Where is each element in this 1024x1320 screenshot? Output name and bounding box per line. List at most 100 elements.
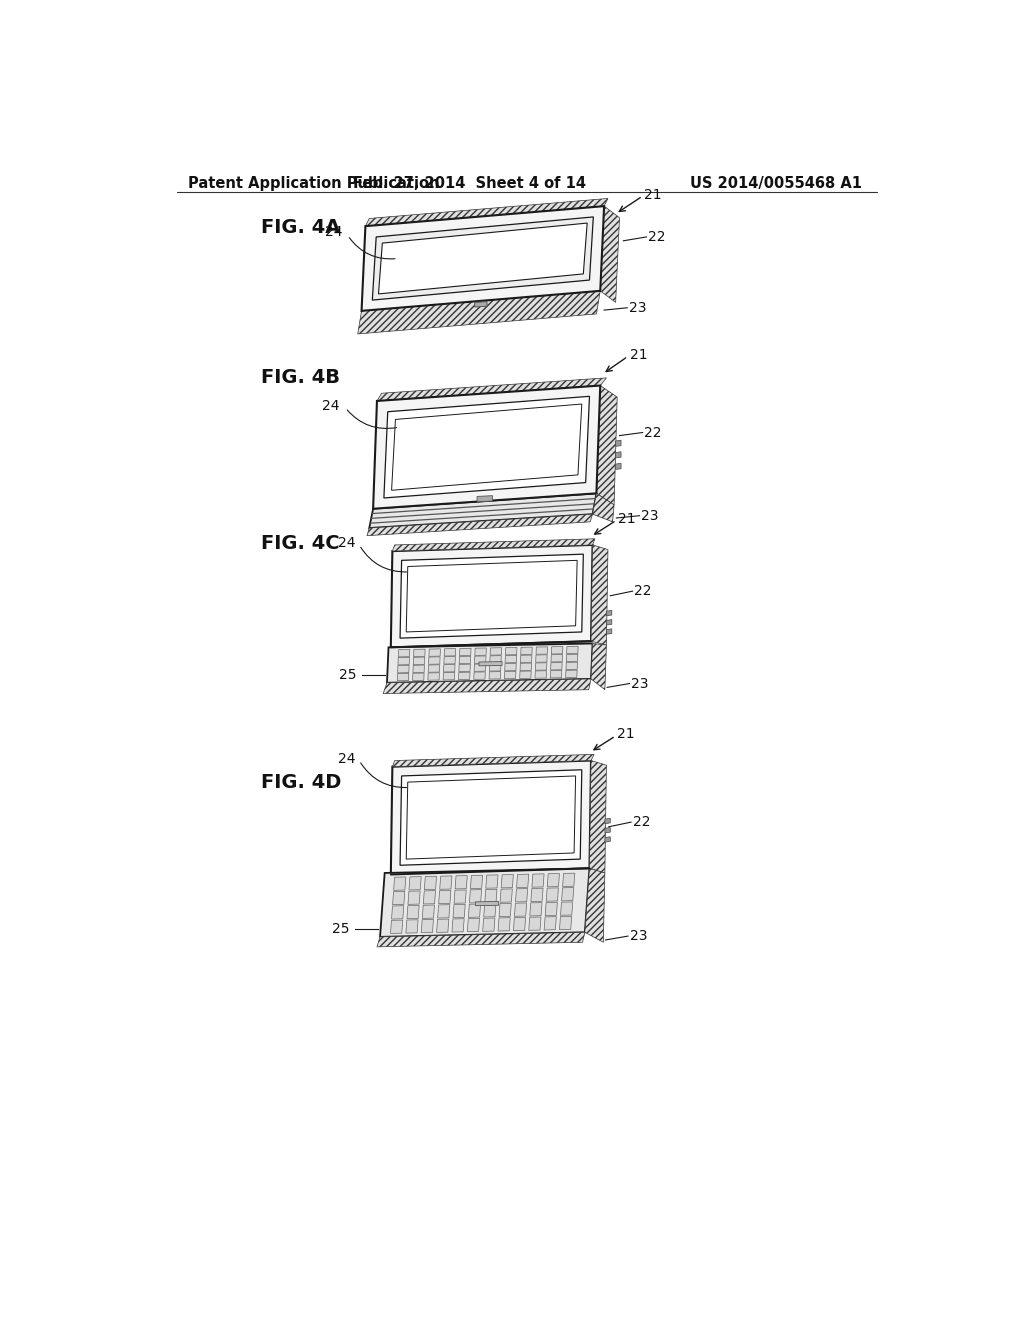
Polygon shape <box>414 649 425 656</box>
Polygon shape <box>470 875 482 888</box>
Text: 21: 21 <box>630 347 647 362</box>
Text: 25: 25 <box>333 923 350 936</box>
Polygon shape <box>593 494 614 521</box>
Polygon shape <box>615 451 621 458</box>
Polygon shape <box>559 916 571 929</box>
Polygon shape <box>444 648 456 656</box>
Polygon shape <box>397 665 410 673</box>
Polygon shape <box>392 891 404 904</box>
Polygon shape <box>377 378 606 401</box>
Polygon shape <box>515 888 527 902</box>
Polygon shape <box>380 869 590 937</box>
Polygon shape <box>392 539 595 552</box>
Polygon shape <box>489 664 501 671</box>
Polygon shape <box>460 648 471 656</box>
Polygon shape <box>600 206 620 302</box>
Polygon shape <box>469 890 481 903</box>
Polygon shape <box>585 869 605 942</box>
Polygon shape <box>489 672 501 678</box>
Polygon shape <box>591 644 606 689</box>
Text: 23: 23 <box>629 301 646 314</box>
Polygon shape <box>606 628 611 635</box>
Polygon shape <box>501 875 513 888</box>
Polygon shape <box>528 917 541 931</box>
Polygon shape <box>455 875 467 888</box>
Text: 24: 24 <box>339 752 356 766</box>
Polygon shape <box>413 673 424 681</box>
Polygon shape <box>406 920 418 933</box>
Polygon shape <box>605 837 610 842</box>
Text: 22: 22 <box>644 425 662 440</box>
Polygon shape <box>536 647 548 655</box>
Polygon shape <box>428 665 439 672</box>
Polygon shape <box>407 906 419 919</box>
Polygon shape <box>520 655 531 663</box>
Polygon shape <box>529 903 542 916</box>
Polygon shape <box>384 396 590 498</box>
Polygon shape <box>391 906 403 919</box>
Polygon shape <box>499 903 511 916</box>
Polygon shape <box>413 665 424 673</box>
Polygon shape <box>391 760 591 875</box>
Polygon shape <box>407 776 575 859</box>
Polygon shape <box>393 876 406 890</box>
Polygon shape <box>429 649 440 656</box>
Polygon shape <box>516 874 528 887</box>
Polygon shape <box>443 664 455 672</box>
Polygon shape <box>483 904 496 917</box>
Text: 22: 22 <box>648 230 666 244</box>
Polygon shape <box>530 888 543 902</box>
Polygon shape <box>536 663 547 671</box>
Polygon shape <box>437 904 450 917</box>
Polygon shape <box>479 661 502 665</box>
Polygon shape <box>373 385 600 508</box>
Polygon shape <box>367 515 593 536</box>
Polygon shape <box>550 671 562 678</box>
Polygon shape <box>546 888 558 902</box>
Polygon shape <box>506 647 517 655</box>
Polygon shape <box>566 655 578 661</box>
Polygon shape <box>475 648 486 656</box>
Polygon shape <box>596 385 617 506</box>
Polygon shape <box>452 919 464 932</box>
Polygon shape <box>421 920 433 933</box>
Polygon shape <box>475 302 487 308</box>
Polygon shape <box>485 875 498 888</box>
Polygon shape <box>477 496 493 502</box>
Polygon shape <box>531 874 544 887</box>
Polygon shape <box>453 904 465 917</box>
Polygon shape <box>443 672 455 680</box>
Polygon shape <box>459 672 470 680</box>
Polygon shape <box>474 656 486 664</box>
Polygon shape <box>443 656 456 664</box>
Text: Feb. 27, 2014  Sheet 4 of 14: Feb. 27, 2014 Sheet 4 of 14 <box>353 176 586 190</box>
Polygon shape <box>489 656 502 663</box>
Text: 24: 24 <box>323 399 340 413</box>
Polygon shape <box>551 655 562 663</box>
Polygon shape <box>544 916 556 931</box>
Polygon shape <box>423 891 435 904</box>
Polygon shape <box>513 917 525 931</box>
Polygon shape <box>467 919 479 932</box>
Polygon shape <box>422 906 434 919</box>
Polygon shape <box>498 917 510 931</box>
Polygon shape <box>566 663 578 669</box>
Polygon shape <box>409 876 421 890</box>
Polygon shape <box>474 664 485 672</box>
Polygon shape <box>408 891 420 904</box>
Polygon shape <box>459 664 470 672</box>
Polygon shape <box>391 545 593 647</box>
Polygon shape <box>377 932 585 946</box>
Polygon shape <box>505 664 516 671</box>
Polygon shape <box>383 678 591 693</box>
Polygon shape <box>379 223 587 294</box>
Polygon shape <box>615 441 621 446</box>
Polygon shape <box>484 890 497 903</box>
Polygon shape <box>391 404 582 490</box>
Polygon shape <box>591 545 608 645</box>
Polygon shape <box>370 494 596 528</box>
Polygon shape <box>547 874 559 887</box>
Polygon shape <box>562 873 574 887</box>
Polygon shape <box>545 903 557 916</box>
Polygon shape <box>560 902 572 915</box>
